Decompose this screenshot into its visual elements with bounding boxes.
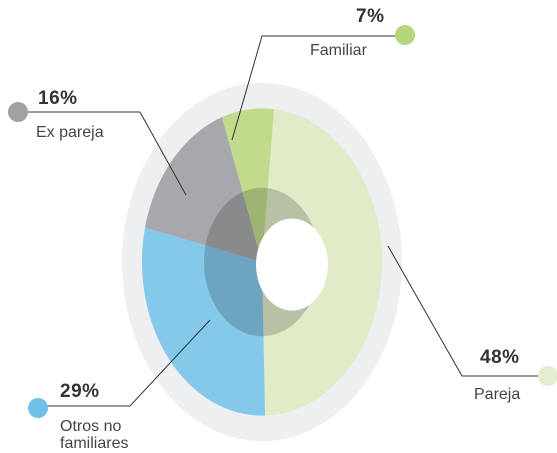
value-label: 16% <box>38 88 78 109</box>
category-label: Ex pareja <box>36 124 104 141</box>
donut <box>122 82 402 442</box>
legend-dot <box>28 398 48 418</box>
category-label: Otros no familiares <box>60 418 129 452</box>
leader-line <box>26 111 187 196</box>
value-label: 29% <box>60 381 100 402</box>
value-label: 48% <box>480 347 520 368</box>
legend-dot <box>538 366 557 386</box>
legend-dot <box>8 102 28 122</box>
leader-line <box>387 245 541 377</box>
leader-line <box>231 35 398 141</box>
slice-inner <box>205 192 262 262</box>
category-label: Familiar <box>310 42 367 59</box>
slice-inner <box>204 245 264 337</box>
value-label: 7% <box>356 6 385 27</box>
legend-dot <box>395 25 415 45</box>
category-label: Pareja <box>474 386 521 403</box>
leader-line <box>45 319 211 407</box>
hole <box>256 218 328 311</box>
